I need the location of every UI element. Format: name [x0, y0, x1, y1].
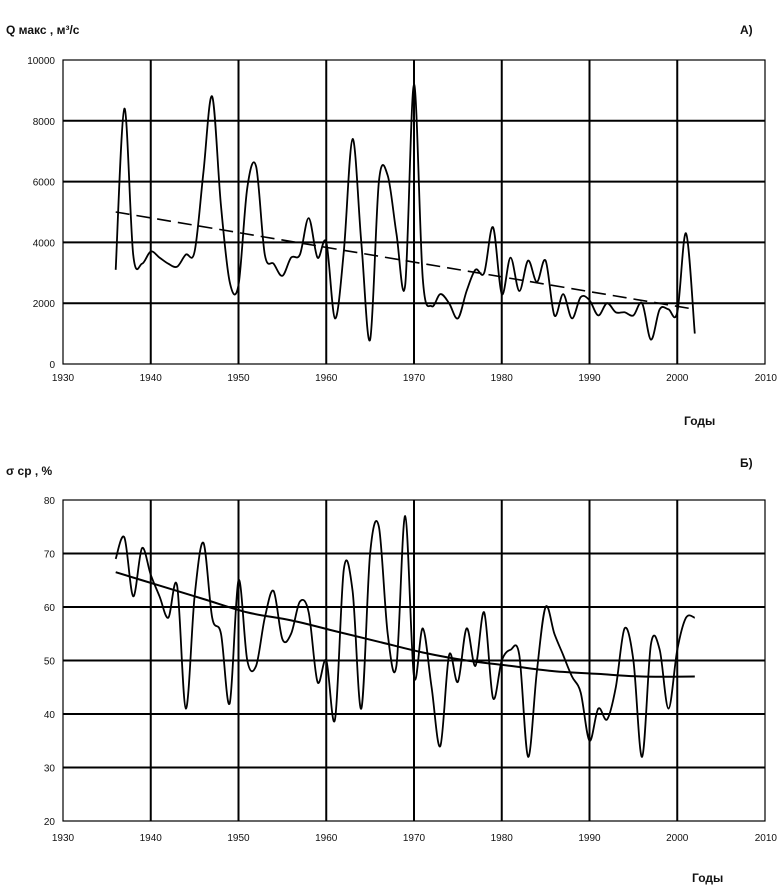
panel-label: А) [740, 23, 753, 37]
y-tick-label-10000: 10000 [27, 56, 55, 67]
y-tick-label-20: 20 [44, 817, 56, 828]
x-axis-label: Годы [692, 871, 723, 885]
x-tick-label-1970: 1970 [403, 833, 426, 844]
x-tick-label-2000: 2000 [666, 833, 689, 844]
x-tick-label-1950: 1950 [227, 833, 250, 844]
x-tick-label-1930: 1930 [52, 373, 75, 384]
y-tick-label-50: 50 [44, 657, 56, 668]
x-tick-label-1990: 1990 [578, 833, 601, 844]
panel-label: Б) [740, 456, 753, 470]
x-tick-label-1980: 1980 [491, 373, 514, 384]
plot-frame [62, 59, 766, 365]
x-tick-label-1990: 1990 [578, 373, 601, 384]
y-tick-label-0: 0 [49, 360, 55, 371]
trend-line [115, 211, 695, 311]
y-tick-label-8000: 8000 [33, 117, 56, 128]
x-tick-label-2000: 2000 [666, 373, 689, 384]
y-tick-label-6000: 6000 [33, 178, 56, 189]
y-axis-label: Q макс , м³/с [6, 23, 80, 37]
y-tick-label-80: 80 [44, 496, 56, 507]
x-tick-label-1930: 1930 [52, 833, 75, 844]
x-tick-label-2010: 2010 [755, 373, 778, 384]
plot-frame [62, 499, 766, 822]
x-tick-label-1940: 1940 [140, 833, 163, 844]
x-tick-label-1960: 1960 [315, 833, 338, 844]
x-tick-label-1940: 1940 [140, 373, 163, 384]
x-tick-label-1950: 1950 [227, 373, 250, 384]
y-tick-label-30: 30 [44, 764, 56, 775]
y-tick-label-4000: 4000 [33, 238, 56, 249]
y-tick-label-2000: 2000 [33, 299, 56, 310]
y-tick-label-70: 70 [44, 550, 56, 561]
y-axis-label: σ ср , % [6, 464, 53, 478]
trend-line [115, 571, 695, 678]
series-line [114, 515, 696, 758]
x-tick-label-1970: 1970 [403, 373, 426, 384]
x-axis-label: Годы [684, 414, 715, 428]
x-tick-label-2010: 2010 [755, 833, 778, 844]
y-tick-label-60: 60 [44, 603, 56, 614]
x-tick-label-1980: 1980 [491, 833, 514, 844]
x-tick-label-1960: 1960 [315, 373, 338, 384]
y-tick-label-40: 40 [44, 710, 56, 721]
series-line [114, 83, 696, 342]
